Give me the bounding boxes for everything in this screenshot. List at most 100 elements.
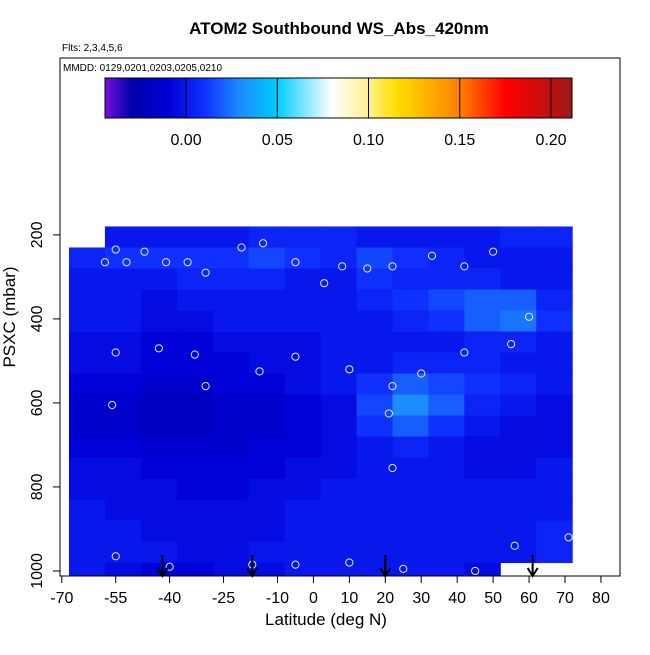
observation-point [345, 365, 354, 374]
cell [392, 520, 429, 543]
cell [176, 394, 214, 417]
cell [104, 541, 142, 564]
observation-point [183, 258, 192, 267]
cell [464, 499, 501, 522]
observation-point [291, 560, 300, 569]
cell [176, 247, 214, 269]
cell [320, 436, 358, 459]
cell [464, 352, 501, 375]
observation-point [255, 367, 264, 376]
cell [248, 394, 286, 417]
cell [248, 331, 286, 353]
cell [356, 541, 393, 564]
cell [356, 436, 393, 459]
cell [392, 562, 429, 577]
cell [500, 247, 537, 269]
cell [212, 499, 250, 522]
cell [428, 289, 465, 311]
y-tick-label: 800 [29, 473, 46, 500]
observation-point [165, 562, 174, 571]
cell [68, 352, 106, 375]
x-tick-label: 30 [412, 590, 430, 607]
cell [104, 436, 142, 459]
cell [176, 310, 214, 332]
cell [320, 373, 358, 396]
cell [104, 415, 142, 438]
cell [212, 541, 250, 564]
cell [248, 520, 286, 543]
cell [428, 436, 465, 459]
cell [284, 331, 322, 353]
cell [248, 226, 286, 248]
cell [464, 310, 501, 332]
cell [140, 331, 178, 353]
x-tick-label: -10 [266, 590, 289, 607]
observation-point [460, 262, 469, 271]
cell [176, 268, 214, 290]
y-axis-label: PSXC (mbar) [0, 266, 19, 367]
colorbar-tick-label: 0.10 [353, 132, 384, 149]
cell [320, 268, 358, 290]
cell [536, 247, 573, 269]
cell [428, 562, 465, 577]
cell [428, 394, 465, 417]
cell [140, 352, 178, 375]
cell [392, 310, 429, 332]
cell [464, 562, 501, 577]
observation-point [338, 262, 347, 271]
cell [320, 247, 358, 269]
cell [320, 520, 358, 543]
x-tick-label: 50 [484, 590, 502, 607]
cell [536, 268, 573, 290]
cell [392, 541, 429, 564]
observation-point [345, 558, 354, 567]
observation-point [320, 279, 329, 288]
cell [392, 289, 429, 311]
observation-point [237, 243, 246, 252]
colorbar-tick-label: 0.20 [535, 132, 566, 149]
cell [536, 352, 573, 375]
observation-point [363, 264, 372, 273]
cell [104, 226, 142, 248]
cell [104, 478, 142, 501]
cell [464, 289, 501, 311]
cell [428, 310, 465, 332]
chart-title: ATOM2 Southbound WS_Abs_420nm [189, 19, 489, 38]
cell [176, 541, 214, 564]
cell [356, 373, 393, 396]
cell [428, 226, 465, 248]
x-tick-label: -40 [158, 590, 181, 607]
cell [464, 478, 501, 501]
colorbar-tick-label: 0.05 [262, 132, 293, 149]
cell [464, 436, 501, 459]
cell [392, 499, 429, 522]
observation-point [399, 564, 408, 573]
cell [140, 289, 178, 311]
cell [104, 310, 142, 332]
cell [104, 289, 142, 311]
cell [68, 373, 106, 396]
cell [284, 499, 322, 522]
cell [320, 541, 358, 564]
observation-point [427, 251, 437, 260]
cell [356, 331, 393, 353]
cell [536, 436, 573, 459]
cell [104, 373, 142, 396]
cell [500, 541, 537, 564]
observation-point [510, 541, 519, 550]
cell [104, 562, 142, 577]
cell [536, 289, 573, 311]
cell [176, 352, 214, 375]
x-tick-label: 0 [309, 590, 318, 607]
cell [284, 373, 322, 396]
cell [140, 499, 178, 522]
x-tick-label: -70 [50, 590, 73, 607]
cell [212, 310, 250, 332]
x-tick-label: 60 [520, 590, 538, 607]
cell [536, 457, 573, 480]
cell [392, 457, 429, 480]
cell [140, 394, 178, 417]
x-tick-label: 40 [448, 590, 466, 607]
cell [68, 268, 106, 290]
cell [212, 394, 250, 417]
